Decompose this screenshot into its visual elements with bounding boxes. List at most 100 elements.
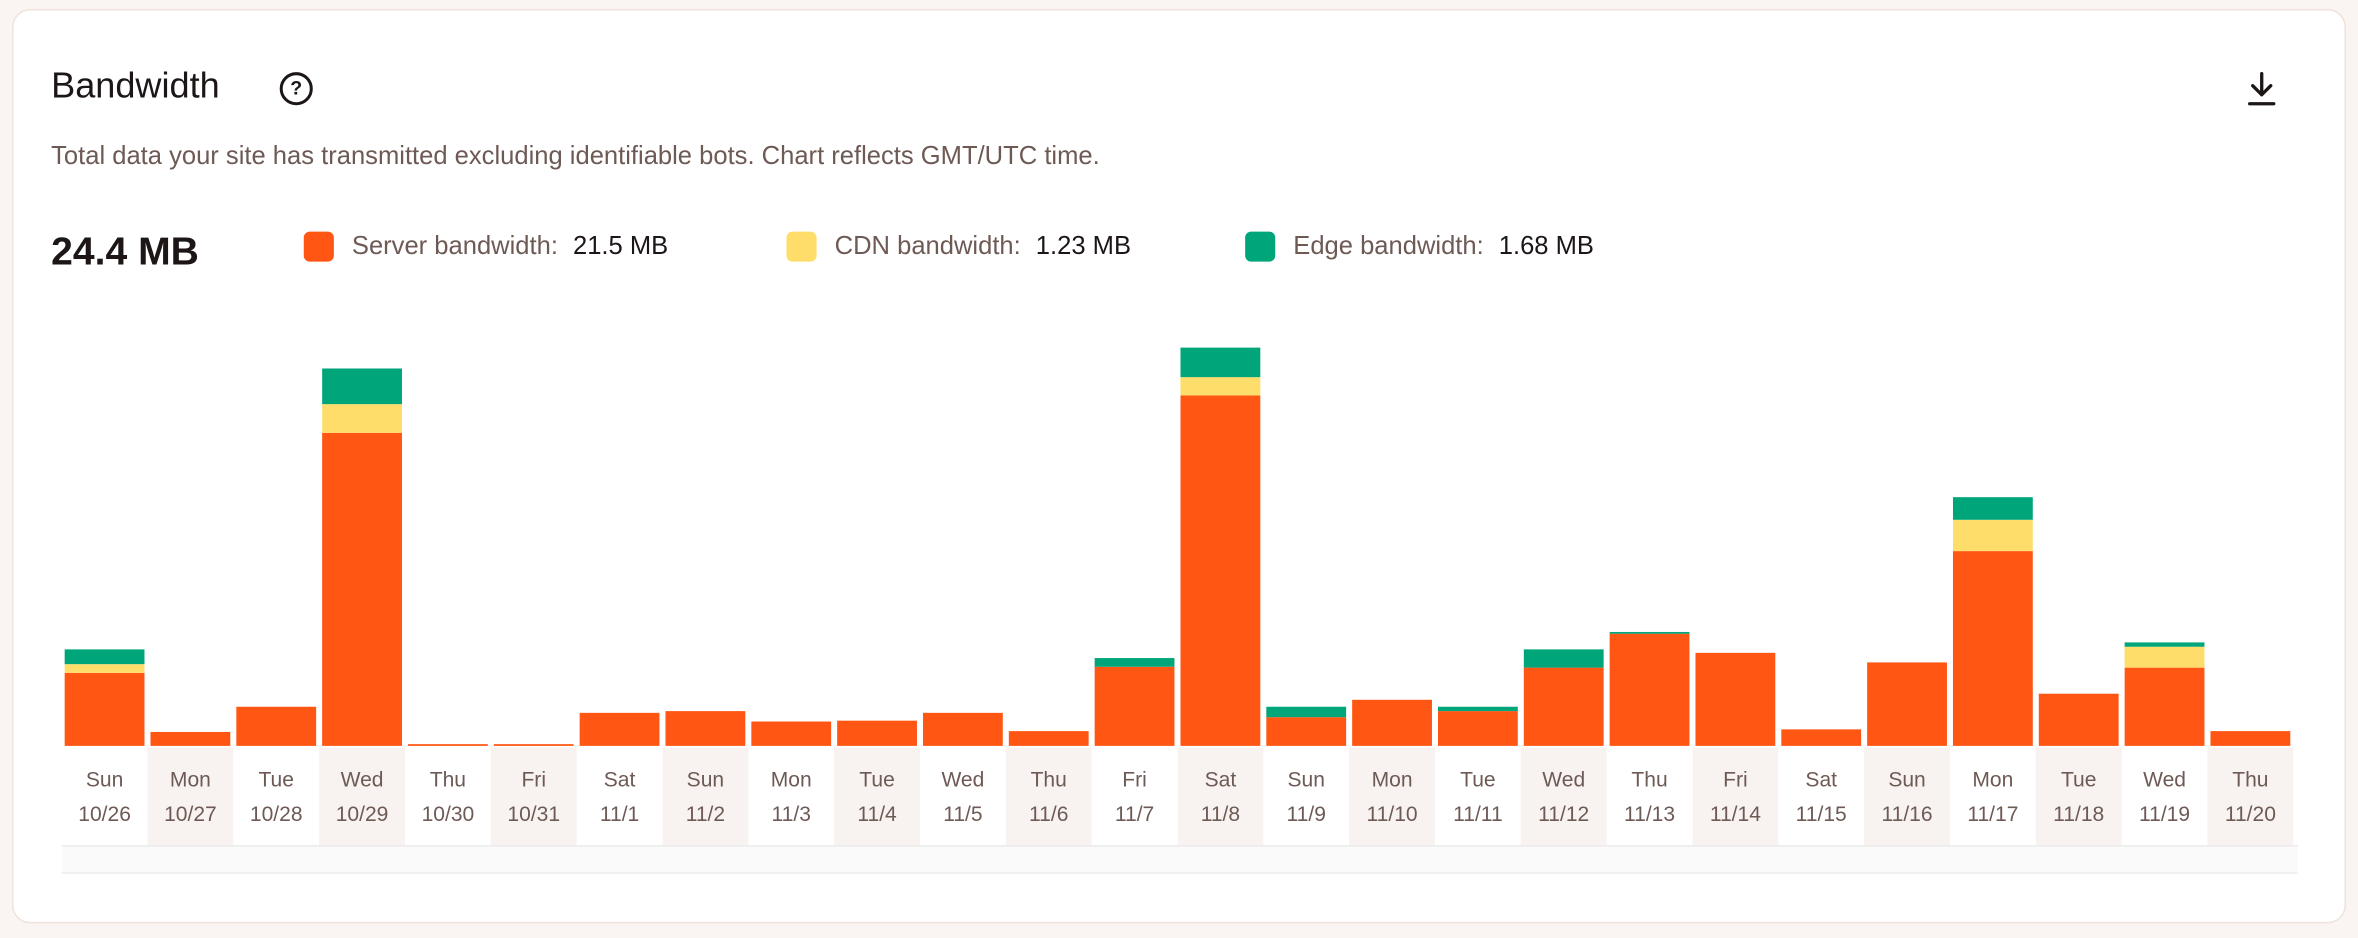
- bar-server-bandwidth[interactable]: [1437, 711, 1518, 746]
- download-icon[interactable]: [2244, 69, 2280, 108]
- x-tick-date: 11/4: [857, 803, 897, 826]
- label-column-shade: [1349, 747, 1435, 846]
- x-tick-date: 11/17: [1967, 803, 2018, 826]
- legend-swatch-server: [303, 231, 334, 262]
- bar-server-bandwidth[interactable]: [751, 721, 832, 746]
- bar-edge-bandwidth[interactable]: [1437, 706, 1518, 712]
- x-tick-day: Sat: [1205, 768, 1237, 791]
- x-tick-day: Thu: [1031, 768, 1067, 791]
- bar-server-bandwidth[interactable]: [1952, 551, 2033, 746]
- x-tick-day: Mon: [771, 768, 812, 791]
- card-title: Bandwidth: [51, 66, 220, 107]
- x-tick-date: 11/12: [1538, 803, 1589, 826]
- x-tick-date: 11/13: [1624, 803, 1675, 826]
- x-tick-day: Tue: [258, 768, 294, 791]
- bar-edge-bandwidth[interactable]: [1094, 658, 1175, 667]
- bar-server-bandwidth[interactable]: [665, 711, 746, 746]
- x-tick-day: Sun: [1888, 768, 1925, 791]
- x-tick-day: Mon: [1372, 768, 1413, 791]
- bar-server-bandwidth[interactable]: [2038, 693, 2119, 746]
- x-tick-day: Tue: [859, 768, 895, 791]
- x-tick-date: 10/31: [507, 803, 560, 826]
- x-tick-date: 11/16: [1881, 803, 1932, 826]
- x-tick-date: 11/20: [2225, 803, 2276, 826]
- bar-cdn-bandwidth[interactable]: [322, 404, 402, 433]
- bar-server-bandwidth[interactable]: [1867, 662, 1947, 746]
- bar-edge-bandwidth[interactable]: [64, 649, 145, 665]
- x-tick-day: Wed: [941, 768, 984, 791]
- bar-server-bandwidth[interactable]: [2124, 667, 2205, 746]
- bar-cdn-bandwidth[interactable]: [64, 664, 145, 673]
- legend-swatch-cdn: [786, 231, 817, 262]
- x-tick-date: 11/11: [1453, 803, 1503, 826]
- bar-server-bandwidth[interactable]: [64, 672, 145, 746]
- label-column-shade: [1864, 747, 1950, 846]
- bar-server-bandwidth[interactable]: [493, 744, 574, 746]
- legend-value: 1.68 MB: [1498, 231, 1594, 261]
- bar-server-bandwidth[interactable]: [1180, 395, 1261, 746]
- x-tick-day: Fri: [521, 768, 546, 791]
- legend-label: Edge bandwidth:: [1293, 231, 1484, 261]
- x-tick-date: 11/9: [1287, 803, 1326, 826]
- x-tick-date: 10/29: [336, 803, 389, 826]
- x-tick-day: Sun: [86, 768, 123, 791]
- x-tick-day: Tue: [1460, 768, 1496, 791]
- label-column-shade: [834, 747, 920, 846]
- bar-server-bandwidth[interactable]: [236, 706, 317, 746]
- x-tick-day: Thu: [2232, 768, 2268, 791]
- label-column-shade: [147, 747, 234, 846]
- bar-cdn-bandwidth[interactable]: [1180, 377, 1261, 396]
- label-column-shade: [2035, 747, 2122, 846]
- bar-server-bandwidth[interactable]: [837, 720, 917, 746]
- x-tick-date: 10/27: [164, 803, 217, 826]
- bar-server-bandwidth[interactable]: [322, 432, 402, 746]
- label-column-shade: [1177, 747, 1264, 846]
- bar-edge-bandwidth[interactable]: [1609, 631, 1690, 634]
- legend-label: Server bandwidth:: [351, 231, 558, 261]
- x-tick-date: 11/14: [1710, 803, 1761, 826]
- x-tick-date: 11/2: [686, 803, 725, 826]
- chart-scrollbar[interactable]: [61, 845, 2298, 873]
- bar-server-bandwidth[interactable]: [1008, 731, 1089, 746]
- bar-server-bandwidth[interactable]: [1352, 699, 1432, 746]
- bar-server-bandwidth[interactable]: [1266, 717, 1347, 746]
- x-tick-date: 11/6: [1029, 803, 1068, 826]
- legend-label: CDN bandwidth:: [834, 231, 1021, 261]
- x-tick-day: Wed: [341, 768, 384, 791]
- bar-cdn-bandwidth[interactable]: [1952, 519, 2033, 552]
- bar-server-bandwidth[interactable]: [1094, 666, 1175, 746]
- help-icon[interactable]: ?: [279, 72, 313, 106]
- bar-edge-bandwidth[interactable]: [1180, 347, 1261, 378]
- bar-cdn-bandwidth[interactable]: [2124, 646, 2205, 668]
- x-tick-date: 11/15: [1796, 803, 1847, 826]
- bar-server-bandwidth[interactable]: [150, 731, 231, 746]
- label-column-shade: [1520, 747, 1607, 846]
- bar-server-bandwidth[interactable]: [1695, 652, 1776, 746]
- x-tick-day: Sun: [687, 768, 724, 791]
- legend-value: 1.23 MB: [1035, 231, 1131, 261]
- x-tick-day: Sun: [1287, 768, 1324, 791]
- bar-edge-bandwidth[interactable]: [1523, 649, 1604, 668]
- bar-edge-bandwidth[interactable]: [1266, 706, 1347, 718]
- x-tick-date: 10/28: [250, 803, 303, 826]
- card-subtitle: Total data your site has transmitted exc…: [51, 141, 1100, 170]
- total-bandwidth: 24.4 MB: [51, 228, 199, 274]
- bar-server-bandwidth[interactable]: [579, 712, 660, 746]
- label-column-shade: [319, 747, 405, 846]
- x-tick-day: Fri: [1122, 768, 1147, 791]
- bar-edge-bandwidth[interactable]: [322, 368, 402, 405]
- bar-server-bandwidth[interactable]: [1609, 633, 1690, 746]
- bar-server-bandwidth[interactable]: [1523, 667, 1604, 746]
- x-tick-date: 11/5: [943, 803, 982, 826]
- legend-swatch-edge: [1245, 231, 1276, 262]
- label-column-shade: [662, 747, 749, 846]
- bar-edge-bandwidth[interactable]: [1952, 497, 2033, 520]
- x-tick-day: Mon: [1972, 768, 2013, 791]
- bar-edge-bandwidth[interactable]: [2124, 642, 2205, 647]
- bar-server-bandwidth[interactable]: [407, 744, 488, 746]
- bar-server-bandwidth[interactable]: [2210, 731, 2291, 746]
- x-tick-date: 10/30: [422, 803, 475, 826]
- bar-server-bandwidth[interactable]: [1781, 729, 1862, 746]
- bar-server-bandwidth[interactable]: [922, 712, 1003, 746]
